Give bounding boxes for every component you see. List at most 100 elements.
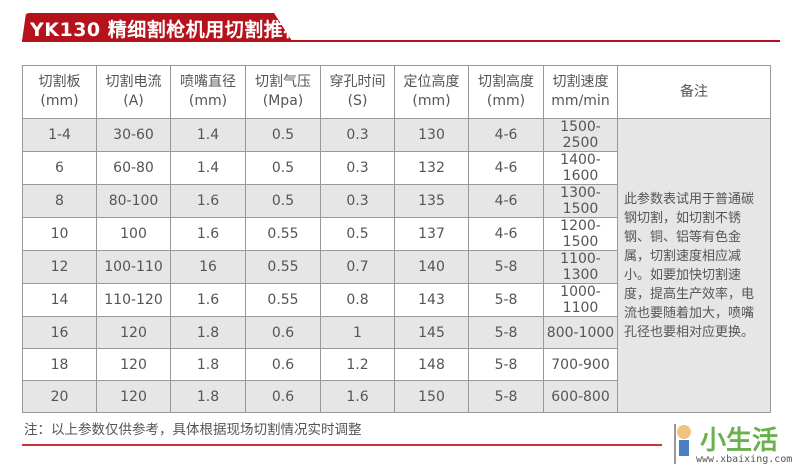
table-row: 6 60-80 1.4 0.5 0.3 132 4-6 1400-1600: [22, 151, 771, 185]
table-cell: 800-1000: [543, 316, 618, 349]
table-cell: 80-100: [96, 184, 171, 218]
table-cell: 5-8: [468, 250, 544, 284]
table-cell: 1.8: [170, 348, 246, 381]
header-cell: 切割气压 (Mpa): [245, 65, 321, 119]
footer-divider: [22, 444, 662, 446]
table-cell: 5-8: [468, 380, 544, 413]
table-cell: 100: [96, 217, 171, 251]
table-cell: 135: [394, 184, 469, 218]
table-cell: 1.4: [170, 118, 246, 152]
table-cell: 1100-1300: [543, 250, 618, 284]
table-cell: 1: [320, 316, 395, 349]
page-title: YK130 精细割枪机用切割推荐表: [30, 19, 323, 41]
table-cell: 1200-1500: [543, 217, 618, 251]
table-cell: 12: [22, 250, 97, 284]
table-row: 1-4 30-60 1.4 0.5 0.3 130 4-6 1500-2500 此参数表试用于普…: [22, 118, 771, 413]
table-cell: 6: [22, 151, 97, 185]
table-cell: 0.55: [245, 217, 321, 251]
header-cell: 备注: [617, 65, 771, 119]
table-cell: 600-800: [543, 380, 618, 413]
table-cell: 5-8: [468, 283, 544, 317]
table-cell: 14: [22, 283, 97, 317]
table-cell: 1.6: [170, 283, 246, 317]
table-cell: 0.8: [320, 283, 395, 317]
farmer-icon: [674, 424, 691, 464]
table-row: 12 100-110 16 0.55 0.7 140 5-8 1100-1300: [22, 250, 771, 284]
table-cell: 110-120: [96, 283, 171, 317]
table-cell: 5-8: [468, 348, 544, 381]
cutting-params-table: 切割板 (mm) 切割电流 (A) 喷嘴直径 (mm) 切割气压 (Mpa) 穿孔时间 (S) 定位…: [22, 65, 771, 413]
header-cell: 穿孔时间 (S): [320, 65, 395, 119]
table-cell: 5-8: [468, 316, 544, 349]
table-cell: 1500-2500: [543, 118, 618, 152]
table-cell: 0.5: [245, 151, 321, 185]
table-cell: 143: [394, 283, 469, 317]
table-cell: 60-80: [96, 151, 171, 185]
table-cell: 0.6: [245, 316, 321, 349]
watermark-logo: 小生活 www.xbaixing.com: [670, 420, 800, 469]
table-cell: 0.5: [245, 184, 321, 218]
table-cell: 16: [170, 250, 246, 284]
header-cell: 定位高度 (mm): [394, 65, 469, 119]
table-cell: 150: [394, 380, 469, 413]
table-cell: 0.3: [320, 151, 395, 185]
header-cell: 喷嘴直径 (mm): [170, 65, 246, 119]
header-cell: 切割速度 mm/min: [543, 65, 618, 119]
table-row: 20 120 1.8 0.6 1.6 150 5-8 600-800: [22, 380, 771, 413]
table-cell: 1.2: [320, 348, 395, 381]
table-cell: 0.7: [320, 250, 395, 284]
table-cell: 132: [394, 151, 469, 185]
table-row: 16 120 1.8 0.6 1 145 5-8 800-1000: [22, 316, 771, 349]
table-cell: 130: [394, 118, 469, 152]
table-cell: 1.8: [170, 380, 246, 413]
table-cell: 20: [22, 380, 97, 413]
table-cell: 18: [22, 348, 97, 381]
table-cell: 0.6: [245, 380, 321, 413]
table-cell: 700-900: [543, 348, 618, 381]
table-cell: 1.8: [170, 316, 246, 349]
header-row: 切割板 (mm) 切割电流 (A) 喷嘴直径 (mm) 切割气压 (Mpa) 穿孔时间 (S) 定位…: [22, 65, 771, 119]
table-cell: 4-6: [468, 217, 544, 251]
header-cell: 切割板 (mm): [22, 65, 97, 119]
table-cell: 4-6: [468, 118, 544, 152]
table-cell: 30-60: [96, 118, 171, 152]
watermark-text: 小生活: [700, 426, 779, 456]
table-cell: 1400-1600: [543, 151, 618, 185]
watermark-url: www.xbaixing.com: [696, 454, 793, 465]
table-cell: 148: [394, 348, 469, 381]
table-cell: 145: [394, 316, 469, 349]
table-cell: 0.5: [245, 118, 321, 152]
footer-note: 注：以上参数仅供参考，具体根据现场切割情况实时调整: [24, 422, 362, 438]
title-banner: [22, 13, 292, 41]
table-cell: 120: [96, 316, 171, 349]
table-cell: 16: [22, 316, 97, 349]
table-cell: 0.55: [245, 283, 321, 317]
table-cell: 1.6: [320, 380, 395, 413]
table-cell: 1300-1500: [543, 184, 618, 218]
table-cell: 1-4: [22, 118, 97, 152]
table-cell: 100-110: [96, 250, 171, 284]
table-row: 18 120 1.8 0.6 1.2 148 5-8 700-900: [22, 348, 771, 381]
table-cell: 10: [22, 217, 97, 251]
table-cell: 0.55: [245, 250, 321, 284]
table-cell: 0.3: [320, 118, 395, 152]
header-cell: 切割高度 (mm): [468, 65, 544, 119]
table-cell: 4-6: [468, 151, 544, 185]
header-cell: 切割电流 (A): [96, 65, 171, 119]
table-cell: 1000-1100: [543, 283, 618, 317]
table-cell: 8: [22, 184, 97, 218]
table-cell: 120: [96, 380, 171, 413]
table-cell: 1.6: [170, 217, 246, 251]
table-cell: 120: [96, 348, 171, 381]
table-row: 8 80-100 1.6 0.5 0.3 135 4-6 1300-1500: [22, 184, 771, 218]
table-cell: 0.6: [245, 348, 321, 381]
table-cell: 140: [394, 250, 469, 284]
table-cell: 4-6: [468, 184, 544, 218]
table-cell: 0.3: [320, 184, 395, 218]
table-cell: 1.4: [170, 151, 246, 185]
table-cell: 1.6: [170, 184, 246, 218]
remark-cell: 此参数表试用于普通碳钢切割，如切割不锈钢、铜、铝等有色金属，切割速度相应减小。如…: [617, 118, 771, 413]
table-cell: 137: [394, 217, 469, 251]
table-cell: 0.5: [320, 217, 395, 251]
title-divider: [22, 40, 780, 42]
